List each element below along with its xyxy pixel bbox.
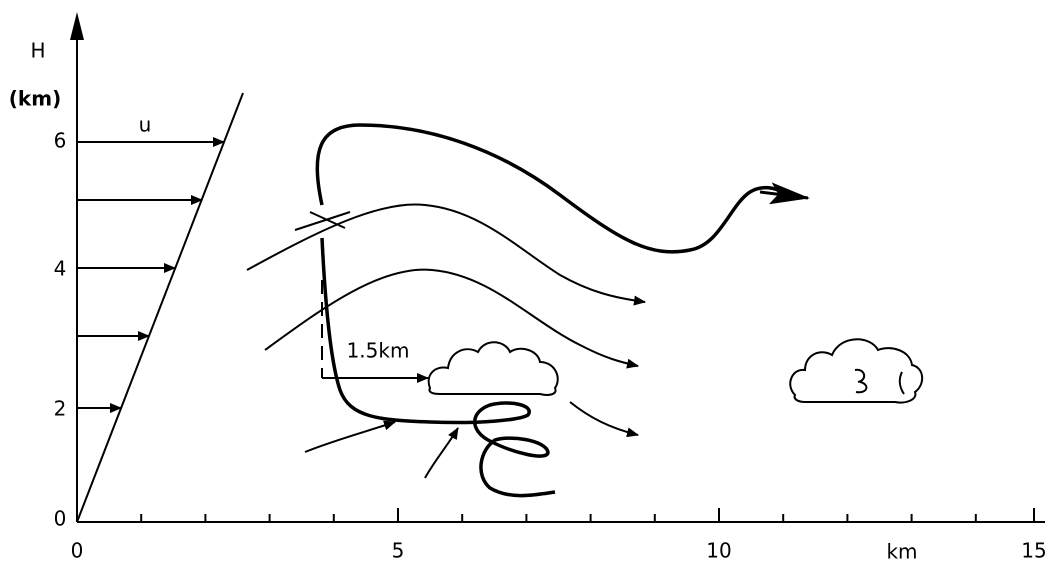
y-tick-label: 2 [54,397,67,421]
y-axis-arrow [70,12,84,40]
streamlines [247,204,645,478]
x-tick-label: 5 [392,539,405,563]
x-tick-label: 15 [1021,539,1046,563]
trajectory-upper [317,125,790,252]
streamline [265,270,638,366]
axes [70,12,1045,522]
y-axis-unit: (km) [9,87,61,111]
streamline [570,402,638,435]
diagram: H (km) km u 1.5km 0 2 4 6 0 5 10 15 [0,0,1051,563]
streamline [247,204,645,302]
wind-label: u [139,113,152,137]
x-tick-label: 0 [71,539,84,563]
y-axis-label: H [30,39,45,63]
wind-arrows [77,142,224,408]
x-tick-label: 10 [706,539,731,563]
wind-profile [77,93,243,522]
cloud [429,342,558,395]
cloud-detail [855,370,904,394]
y-tick-label: 4 [54,257,67,281]
inflow-arrow [305,422,395,452]
distance-label: 1.5km [347,339,410,363]
x-axis-unit: km [886,540,917,563]
launch-mark [295,212,350,230]
y-tick-label: 0 [54,507,67,531]
inflow-arrow [425,428,458,478]
y-tick-label: 6 [54,129,67,153]
page: H (km) km u 1.5km 0246051015 (() => { co… [0,0,1051,563]
